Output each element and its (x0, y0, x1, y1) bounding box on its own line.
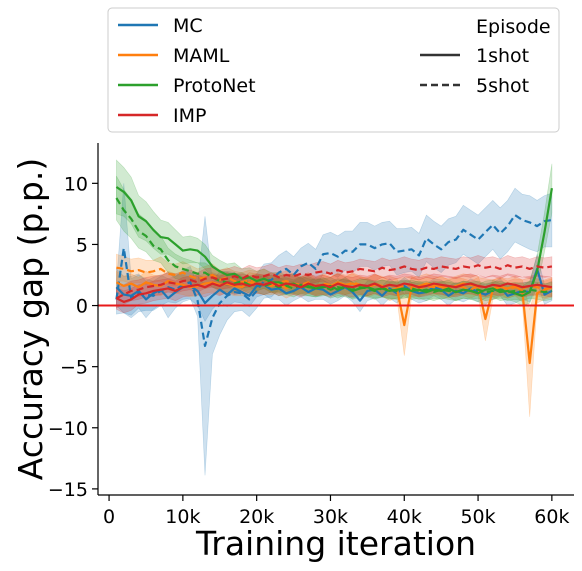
y-tick-label: 0 (76, 296, 88, 318)
x-ticks: 0 10k 20k 30k 40k 50k 60k (103, 495, 569, 528)
x-tick-label: 30k (313, 506, 348, 528)
legend-label-mc: MC (173, 15, 203, 37)
y-axis-label: Accuracy gap (p.p.) (11, 158, 50, 480)
legend: Episode MC MAML ProtoNet IMP 1shot 5shot (107, 7, 560, 133)
protonet-1shot-line (115, 186, 553, 297)
x-tick-label: 40k (387, 506, 422, 528)
x-axis-label: Training iteration (195, 524, 476, 563)
legend-label-1shot: 1shot (476, 45, 529, 67)
axes (97, 143, 574, 496)
legend-label-protonet: ProtoNet (173, 75, 256, 97)
imp-5shot-line (115, 264, 553, 300)
mc-5shot-band (116, 183, 553, 476)
mc-5shot-line (115, 214, 553, 347)
series-lines (115, 186, 553, 365)
y-tick-label: 5 (76, 234, 88, 256)
y-tick-label: −5 (60, 357, 88, 379)
y-tick-label: 10 (64, 173, 88, 195)
x-tick-label: 20k (239, 506, 274, 528)
legend-label-maml: MAML (173, 45, 230, 67)
x-tick-label: 0 (103, 506, 115, 528)
legend-label-imp: IMP (173, 105, 206, 127)
x-tick-label: 10k (165, 506, 200, 528)
legend-label-5shot: 5shot (476, 75, 529, 97)
legend-frame (107, 7, 560, 133)
imp-1shot-line (115, 281, 553, 303)
protonet-5shot-line (115, 197, 553, 294)
y-ticks: −15 −10 −5 0 5 10 (48, 173, 98, 501)
x-tick-label: 50k (460, 506, 495, 528)
y-tick-label: −15 (48, 479, 88, 501)
y-tick-label: −10 (48, 418, 88, 440)
x-tick-label: 60k (534, 506, 569, 528)
legend-style-title: Episode (476, 16, 551, 38)
